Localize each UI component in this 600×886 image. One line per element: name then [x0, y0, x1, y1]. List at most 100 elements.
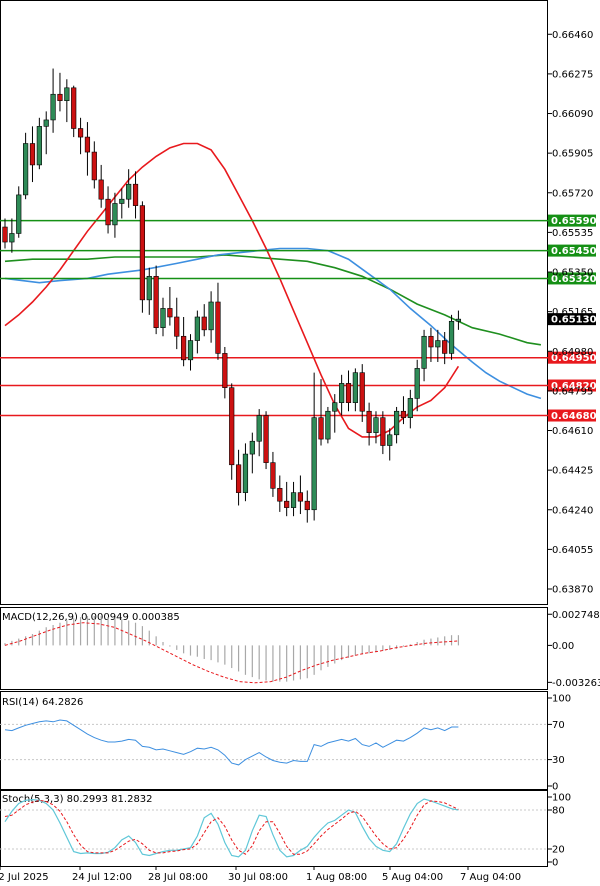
candle-bear-body: [174, 316, 180, 337]
candle: [263, 411, 269, 470]
candle-bull-body: [387, 434, 393, 446]
candle: [208, 291, 214, 343]
candle-bull-body: [339, 383, 345, 403]
time-tick-label: 22 Jul 2025: [0, 872, 49, 883]
candle-bull-body: [414, 368, 420, 399]
candle-bull-body: [242, 453, 249, 493]
candle: [366, 402, 372, 446]
candle: [393, 406, 400, 444]
price-tick-label: 0.65535: [552, 228, 593, 239]
candle-bear-body: [345, 383, 352, 403]
candle-bull-body: [249, 440, 255, 455]
rsi-panel: RSI(14) 64.2826 100 70 30 0: [0, 691, 571, 793]
candle: [23, 132, 29, 200]
candle-bear-body: [132, 183, 139, 206]
candle-bear-body: [201, 316, 207, 331]
rsi-tick-label: 100: [552, 694, 571, 705]
resistance-level-tag-bg: [548, 272, 596, 285]
candle-bear-body: [139, 205, 146, 301]
candle-bull-body: [208, 301, 214, 331]
candle-bear-body: [366, 410, 372, 433]
candle-bull-body: [332, 402, 338, 412]
candle: [9, 218, 15, 253]
resistance-level-tag-bg: [548, 244, 596, 257]
candle-bull-body: [290, 492, 297, 508]
candle: [345, 370, 352, 412]
candle-bull-body: [146, 275, 152, 301]
support-level-tag: 0.64680: [551, 411, 597, 422]
candle-bear-body: [277, 488, 283, 502]
candle: [242, 443, 249, 502]
candle: [325, 406, 331, 444]
candle-bull-body: [352, 372, 358, 403]
candle: [339, 374, 345, 416]
candle: [64, 79, 70, 123]
candle-bear-body: [304, 500, 310, 511]
price-tick-label: 0.65720: [552, 188, 593, 199]
price-tick-label: 0.63870: [552, 585, 593, 596]
candle: [50, 68, 56, 133]
candle: [428, 327, 434, 362]
candle: [442, 331, 448, 365]
candle-bull-body: [43, 119, 49, 127]
time-axis: 22 Jul 2025 24 Jul 12:00 28 Jul 08:00 30 Ju…: [0, 866, 521, 883]
candle-bear-body: [400, 410, 407, 418]
candle-bear-body: [428, 335, 434, 348]
candle-bull-body: [50, 93, 56, 121]
candle-bull-body: [126, 183, 132, 200]
candle-bull-body: [194, 316, 200, 341]
candle-bear-body: [297, 492, 304, 502]
candle-bull-body: [16, 194, 22, 234]
candle: [235, 449, 242, 506]
candle: [29, 126, 36, 183]
candle: [174, 297, 180, 350]
candle-bear-body: [284, 500, 290, 508]
candle: [407, 389, 413, 429]
candle-bear-body: [270, 462, 276, 489]
candle-bear-body: [235, 464, 242, 493]
candle: [256, 409, 262, 457]
candle-bull-body: [23, 143, 29, 196]
candle: [311, 372, 317, 521]
candle: [77, 117, 84, 155]
candle-bear-body: [105, 198, 111, 226]
candle: [36, 117, 42, 170]
candle-bear-body: [167, 308, 173, 318]
stoch-tick-label: 100: [552, 793, 571, 804]
price-tick-label: 0.66275: [552, 69, 593, 80]
stoch-k-line: [4, 798, 459, 858]
candle: [318, 379, 324, 446]
support-level-tag-bg: [548, 409, 596, 422]
price-panel: 0.65590 0.65450 0.65320 0.64950 0.64820 0.646…: [0, 0, 597, 605]
moving-average-mid: [4, 247, 542, 400]
stoch-tick-label: 80: [552, 806, 565, 817]
current-price-tag: 0.65130: [551, 315, 597, 326]
price-tick-label: 0.64795: [552, 386, 593, 397]
stoch-tick-label: 20: [552, 845, 565, 856]
candle: [387, 428, 393, 461]
macd-panel: MACD(12,26,9) 0.000949 0.000385 0.002748…: [0, 607, 600, 690]
rsi-tick-label: 70: [552, 720, 565, 731]
candle-bull-body: [435, 340, 441, 348]
candle-bear-body: [318, 417, 324, 440]
candle-bull-body: [455, 318, 462, 322]
time-tick-label: 5 Aug 04:00: [382, 872, 443, 883]
candle: [304, 490, 310, 523]
candle: [229, 383, 235, 480]
time-tick-label: 28 Jul 08:00: [148, 872, 208, 883]
candle-bear-body: [181, 335, 187, 361]
price-tick-label: 0.64055: [552, 545, 593, 556]
support-level-tag: 0.64950: [551, 353, 597, 364]
candle: [57, 72, 63, 112]
candle: [284, 481, 290, 517]
candle-bull-body: [373, 417, 379, 433]
candle: [153, 265, 159, 335]
candle-bull-body: [9, 233, 15, 243]
candle: [215, 282, 221, 360]
candle-bear-body: [71, 87, 77, 129]
candle: [435, 329, 441, 362]
candle: [71, 85, 77, 138]
candle-bull-body: [393, 410, 400, 436]
candle-bull-body: [256, 415, 262, 442]
candle: [187, 334, 194, 371]
